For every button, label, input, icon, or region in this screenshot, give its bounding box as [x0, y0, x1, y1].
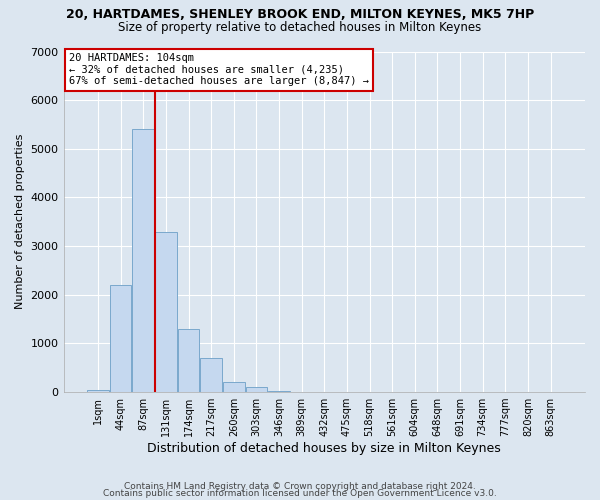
Bar: [133, 130, 154, 392]
Text: Contains HM Land Registry data © Crown copyright and database right 2024.: Contains HM Land Registry data © Crown c…: [124, 482, 476, 491]
Text: Size of property relative to detached houses in Milton Keynes: Size of property relative to detached ho…: [118, 21, 482, 34]
Bar: [155, 232, 176, 392]
Bar: [245, 387, 267, 392]
Y-axis label: Number of detached properties: Number of detached properties: [15, 134, 25, 310]
X-axis label: Distribution of detached houses by size in Milton Keynes: Distribution of detached houses by size …: [148, 442, 501, 455]
Text: Contains public sector information licensed under the Open Government Licence v3: Contains public sector information licen…: [103, 490, 497, 498]
Bar: [268, 390, 290, 392]
Bar: [178, 329, 199, 392]
Text: 20 HARTDAMES: 104sqm
← 32% of detached houses are smaller (4,235)
67% of semi-de: 20 HARTDAMES: 104sqm ← 32% of detached h…: [69, 53, 369, 86]
Bar: [87, 390, 109, 392]
Text: 20, HARTDAMES, SHENLEY BROOK END, MILTON KEYNES, MK5 7HP: 20, HARTDAMES, SHENLEY BROOK END, MILTON…: [66, 8, 534, 20]
Bar: [110, 285, 131, 392]
Bar: [200, 358, 222, 392]
Bar: [223, 382, 245, 392]
